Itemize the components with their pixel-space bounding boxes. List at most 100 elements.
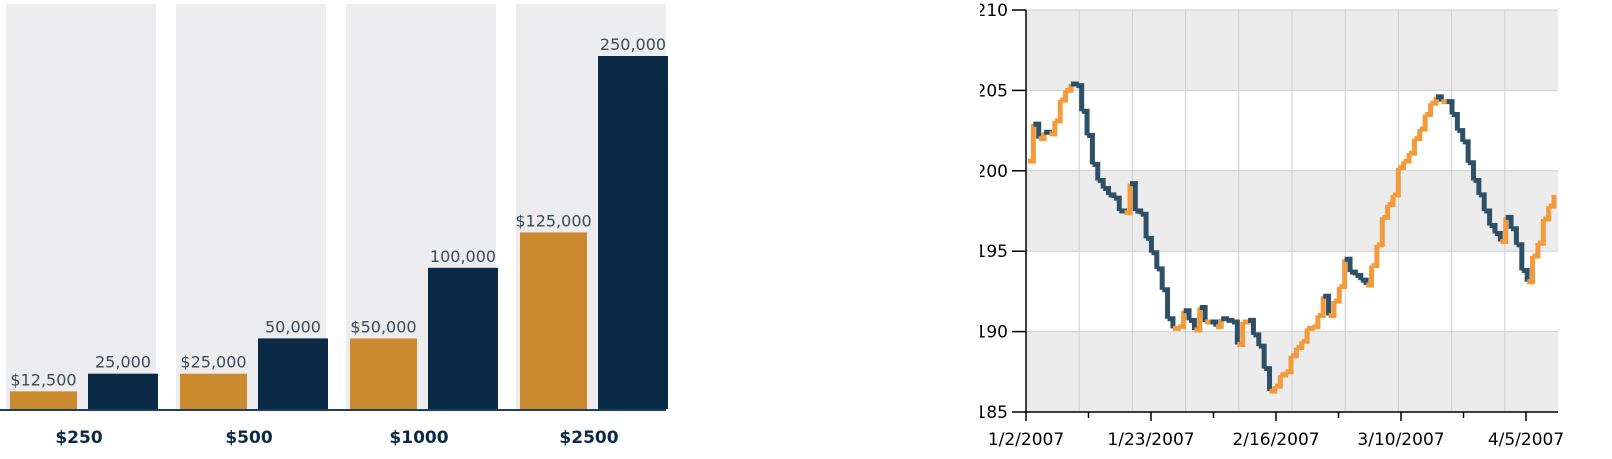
x-tick-label: 1/2/2007 xyxy=(988,430,1064,450)
line-segment xyxy=(1119,208,1128,214)
line-segment xyxy=(1178,310,1187,330)
line-segment xyxy=(1215,318,1224,330)
bar-series-1 xyxy=(350,338,417,409)
data-label: 100,000 xyxy=(430,247,496,266)
line-segment xyxy=(1543,206,1552,222)
line-segment xyxy=(1162,287,1171,319)
data-label: $12,500 xyxy=(10,370,76,389)
x-tick-label: 1/23/2007 xyxy=(1107,430,1194,450)
line-segment xyxy=(1317,296,1326,319)
line-segment xyxy=(1392,167,1401,198)
line-segment xyxy=(1462,139,1471,163)
bar-series-1 xyxy=(180,373,247,409)
line-segment xyxy=(1274,375,1283,389)
line-segment xyxy=(1489,222,1498,234)
line-segment xyxy=(1285,355,1294,375)
line-segment xyxy=(1387,194,1396,208)
line-segment xyxy=(1113,195,1122,211)
x-tick-label: $2500 xyxy=(559,428,618,448)
line-segment xyxy=(1054,100,1063,124)
line-segment xyxy=(1092,161,1101,181)
line-segment xyxy=(1146,235,1154,253)
line-segment xyxy=(1473,177,1482,195)
line-segment xyxy=(1070,81,1079,87)
line-segment xyxy=(1060,90,1069,103)
bar-chart: $12,500 25,000 $250 $25,000 50,000 $500 $50,00… xyxy=(0,4,668,448)
x-tick-label: $500 xyxy=(225,428,272,448)
line-segment xyxy=(1521,267,1530,282)
bar-series-2 xyxy=(258,338,328,409)
y-tick-label: 200 xyxy=(980,162,1008,182)
line-segment xyxy=(1425,103,1434,118)
line-segment xyxy=(1468,160,1476,181)
data-label: 250,000 xyxy=(600,35,666,54)
line-segment xyxy=(1312,315,1321,330)
line-segment xyxy=(1505,214,1514,229)
line-segment xyxy=(1172,325,1181,331)
line-segment xyxy=(1457,128,1466,142)
y-tick-label: 195 xyxy=(980,242,1008,262)
x-tick-label: 3/10/2007 xyxy=(1357,430,1444,450)
line-segment xyxy=(1044,129,1052,135)
x-tick-label: 2/16/2007 xyxy=(1232,430,1319,450)
x-tick-label: 4/5/2007 xyxy=(1488,430,1564,450)
line-segment xyxy=(1129,181,1138,211)
data-label: 50,000 xyxy=(265,317,321,336)
data-label: $125,000 xyxy=(515,212,591,231)
line-segment xyxy=(1291,347,1299,359)
line-segment xyxy=(1049,120,1058,137)
line-segment xyxy=(1199,304,1208,322)
line-segment xyxy=(1344,256,1353,273)
line-segment xyxy=(1333,286,1342,304)
line-segment xyxy=(1409,138,1417,156)
line-segment xyxy=(1253,332,1262,347)
line-segment xyxy=(1511,226,1519,245)
line-segment xyxy=(1328,301,1337,319)
y-tick-label: 205 xyxy=(980,81,1008,101)
line-segment xyxy=(1258,343,1267,369)
data-label: $50,000 xyxy=(350,317,416,336)
line-segment xyxy=(1226,317,1235,323)
bar-series-2 xyxy=(598,56,668,409)
line-segment xyxy=(1189,317,1197,330)
line-segment xyxy=(1360,277,1369,285)
line-segment xyxy=(1371,244,1380,269)
line-segment xyxy=(1537,219,1546,246)
line-segment xyxy=(1446,99,1455,115)
line-chart: 210 205 200 195 190 185 1/2/2007 1/23/2007 2/16/… xyxy=(980,1,1564,450)
line-segment xyxy=(1339,259,1348,290)
line-segment xyxy=(1140,211,1149,239)
line-segment xyxy=(1301,328,1310,344)
line-segment xyxy=(1419,114,1428,132)
line-segment xyxy=(1366,265,1375,288)
line-segment xyxy=(1242,319,1251,325)
line-segment xyxy=(1500,217,1509,245)
x-tick-label: $250 xyxy=(55,428,102,448)
line-segment xyxy=(1323,293,1332,316)
line-segment xyxy=(1484,208,1493,226)
line-segment xyxy=(1296,341,1305,351)
line-segment xyxy=(1307,325,1315,331)
line-segment xyxy=(1081,108,1090,136)
line-segment xyxy=(1167,316,1176,329)
y-tick-label: 185 xyxy=(980,403,1008,423)
line-segment xyxy=(1194,307,1203,333)
line-segment xyxy=(1382,204,1391,220)
line-segment xyxy=(1156,266,1165,290)
line-segment xyxy=(1264,366,1273,392)
line-segment xyxy=(1548,194,1557,209)
bar-series-1 xyxy=(520,232,587,409)
data-label: $25,000 xyxy=(180,353,246,372)
line-segment xyxy=(1403,153,1412,164)
line-segment xyxy=(1430,96,1439,106)
line-segment xyxy=(1376,217,1385,248)
x-tick-label: $1000 xyxy=(389,428,448,448)
line-segment xyxy=(1248,317,1256,335)
line-segment xyxy=(1135,208,1144,215)
line-segment xyxy=(1028,124,1036,164)
line-segment xyxy=(1452,112,1460,131)
line-segment xyxy=(1532,243,1541,259)
line-segment xyxy=(1494,231,1503,242)
line-segment xyxy=(1183,308,1192,321)
y-tick-label: 190 xyxy=(980,323,1008,343)
